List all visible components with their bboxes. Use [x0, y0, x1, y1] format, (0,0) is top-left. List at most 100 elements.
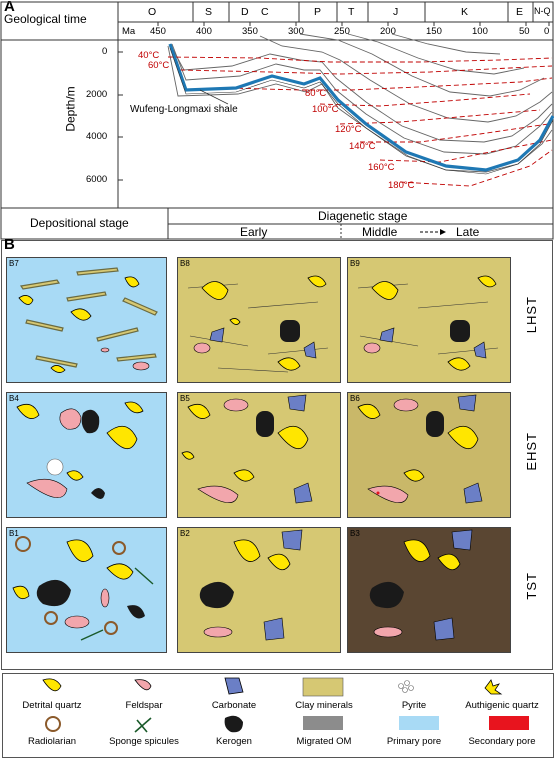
ma-tick-300: 300 — [288, 26, 304, 37]
depth-tick-6000: 6000 — [86, 174, 108, 185]
thumb-b9: B9 — [347, 257, 511, 383]
clay-minerals-swatch — [302, 677, 344, 697]
thumb-b2: B2 — [177, 527, 341, 653]
period-e: E — [516, 6, 524, 18]
thumb-b3-tag: B3 — [350, 529, 360, 538]
thumb-b4: B4 — [6, 392, 167, 518]
temp-40: 40°C — [138, 50, 160, 61]
legend-sponge-spicules: Sponge spicules — [109, 736, 179, 747]
authigenic-quartz-swatch — [484, 679, 503, 695]
ma-tick-250: 250 — [334, 26, 350, 37]
legend-migrated-om: Migrated OM — [296, 736, 352, 747]
legend-pyrite: Pyrite — [401, 700, 427, 711]
b3-texture — [369, 529, 473, 641]
legend-swatches — [42, 677, 529, 733]
row-label-ehst: EHST — [524, 432, 539, 471]
ma-label: Ma — [122, 26, 136, 37]
b4-texture — [16, 401, 144, 499]
thumb-b6-tag: B6 — [350, 394, 360, 403]
secondary-pore-swatch — [489, 716, 529, 730]
geological-time-label: Geological time — [4, 12, 87, 26]
feldspar-swatch — [134, 679, 152, 691]
period-k: K — [461, 6, 469, 18]
period-s: S — [205, 6, 213, 18]
thumb-b5: B5 — [177, 392, 341, 518]
panel-b-letter: B — [4, 236, 15, 253]
early-label: Early — [240, 225, 268, 239]
depth-tick-2000: 2000 — [86, 89, 108, 100]
ma-tick-450: 450 — [150, 26, 166, 37]
panel-a-letter: A — [4, 0, 15, 15]
thumb-b3: B3 — [347, 527, 511, 653]
ma-tick-0: 0 — [544, 26, 550, 37]
legend-secondary-pore: Secondary pore — [468, 736, 536, 747]
legend: Detrital quartz Feldspar Carbonate Clay … — [2, 673, 554, 758]
temp-120: 120°C — [335, 124, 362, 135]
kerogen-swatch — [224, 715, 243, 733]
legend-authigenic-quartz: Authigenic quartz — [465, 700, 539, 711]
ma-tick-100: 100 — [472, 26, 488, 37]
middle-label: Middle — [362, 225, 398, 239]
legend-clay-minerals: Clay minerals — [295, 700, 353, 711]
late-label: Late — [456, 225, 480, 239]
thumb-b8: B8 — [177, 257, 341, 383]
temp-80: 80°C — [305, 88, 327, 99]
b8-texture — [187, 275, 329, 373]
depth-tick-0: 0 — [102, 46, 108, 57]
thumb-b7-tag: B7 — [9, 259, 19, 268]
temp-160: 160°C — [368, 162, 395, 173]
row-label-lhst: LHST — [524, 296, 539, 334]
thumb-b1: B1 — [6, 527, 167, 653]
period-nq: N-Q — [534, 6, 551, 16]
temp-140: 140°C — [349, 141, 376, 152]
period-j: J — [393, 6, 399, 18]
b5-texture — [181, 394, 313, 504]
shale-label: Wufeng-Longmaxi shale — [130, 104, 238, 115]
b2-texture — [199, 529, 303, 641]
period-t: T — [348, 6, 355, 18]
ma-tick-150: 150 — [426, 26, 442, 37]
period-c: C — [261, 6, 269, 18]
legend-kerogen: Kerogen — [216, 736, 252, 747]
ma-tick-350: 350 — [242, 26, 258, 37]
b6-texture — [357, 394, 483, 504]
b7-texture — [18, 267, 158, 373]
thumb-b6: B6 — [347, 392, 511, 518]
legend-primary-pore: Primary pore — [386, 736, 442, 747]
panel-b-frame — [1, 240, 553, 670]
thumb-b4-tag: B4 — [9, 394, 19, 403]
ma-tick-400: 400 — [196, 26, 212, 37]
temp-180: 180°C — [388, 180, 415, 191]
burial-history-chart — [0, 1, 554, 240]
sponge-spicules-swatch — [134, 717, 152, 733]
migrated-om-swatch — [303, 716, 343, 730]
thumb-b2-tag: B2 — [180, 529, 190, 538]
primary-pore-swatch — [399, 716, 439, 730]
carbonate-swatch — [224, 677, 244, 695]
ma-tick-200: 200 — [380, 26, 396, 37]
temp-60: 60°C — [148, 60, 170, 71]
ma-tick-50: 50 — [519, 26, 530, 37]
b1-texture — [12, 536, 154, 641]
depth-tick-4000: 4000 — [86, 131, 108, 142]
depositional-stage-label: Depositional stage — [30, 216, 129, 230]
thumb-b8-tag: B8 — [180, 259, 190, 268]
temp-100: 100°C — [312, 104, 339, 115]
diagenetic-stage-label: Diagenetic stage — [318, 209, 408, 223]
radiolarian-swatch — [45, 716, 61, 732]
b9-texture — [357, 275, 499, 371]
detrital-quartz-swatch — [42, 678, 62, 692]
thumb-b9-tag: B9 — [350, 259, 360, 268]
thumb-b7: B7 — [6, 257, 167, 383]
period-d: D — [241, 6, 249, 18]
thumb-b1-tag: B1 — [9, 529, 19, 538]
pyrite-swatch — [398, 680, 414, 693]
legend-radiolarian: Radiolarian — [27, 736, 77, 747]
depth-label: Depth/m — [63, 86, 78, 132]
legend-feldspar: Feldspar — [125, 700, 163, 711]
row-label-tst: TST — [524, 572, 539, 600]
period-p: P — [314, 6, 322, 18]
legend-carbonate: Carbonate — [211, 700, 257, 711]
thumb-b5-tag: B5 — [180, 394, 190, 403]
period-o: O — [148, 6, 157, 18]
